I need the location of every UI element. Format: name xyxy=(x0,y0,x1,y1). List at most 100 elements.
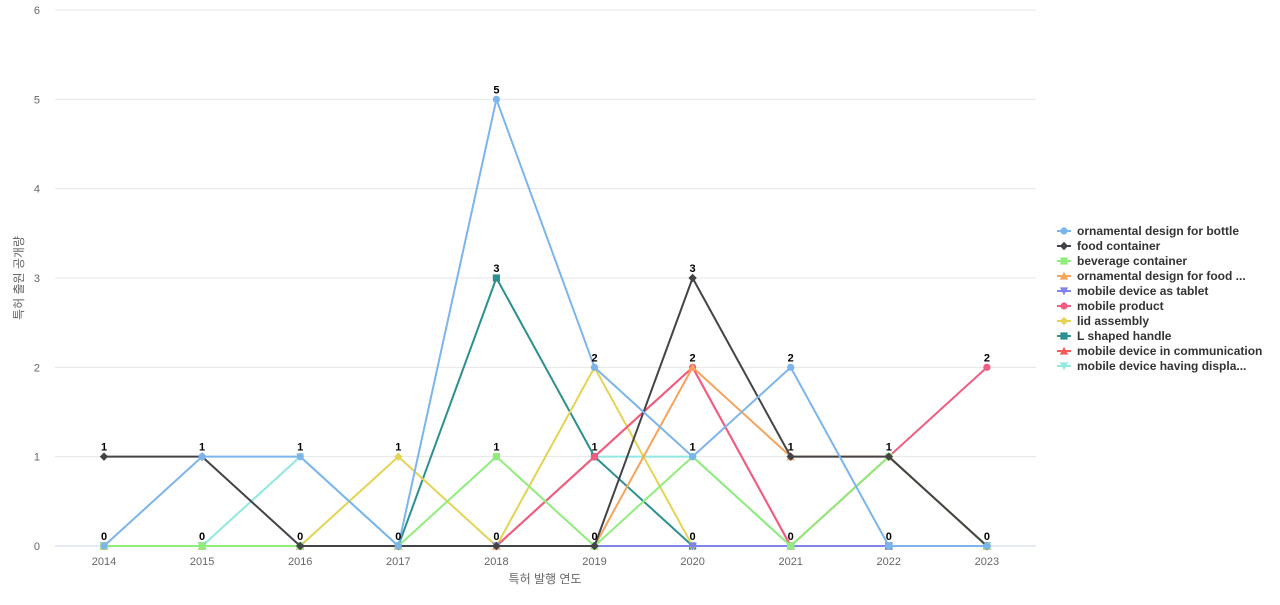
data-point-marker[interactable] xyxy=(394,542,402,550)
y-tick-label: 4 xyxy=(34,184,40,196)
x-tick-label: 2017 xyxy=(386,556,410,568)
series-1 xyxy=(100,95,991,550)
data-point-marker[interactable] xyxy=(983,363,991,371)
data-label: 0 xyxy=(395,531,401,543)
data-label: 2 xyxy=(984,352,990,364)
data-point-marker[interactable] xyxy=(983,542,991,550)
data-point-marker[interactable] xyxy=(590,541,599,551)
x-tick-label: 2022 xyxy=(877,556,901,568)
data-label: 1 xyxy=(199,442,205,454)
legend-marker-icon xyxy=(1059,362,1069,371)
data-label: 1 xyxy=(297,442,303,454)
data-point-marker[interactable] xyxy=(787,363,795,371)
data-label: 1 xyxy=(493,442,499,454)
y-tick-label: 1 xyxy=(34,452,40,464)
x-axis-title: 특허 발행 연도 xyxy=(509,571,582,586)
series-lines xyxy=(99,95,992,551)
data-label: 2 xyxy=(690,352,696,364)
data-label: 3 xyxy=(690,263,696,275)
data-point-marker[interactable] xyxy=(688,542,697,551)
data-label: 5 xyxy=(493,84,499,96)
data-label: 0 xyxy=(297,531,303,543)
series-line[interactable] xyxy=(104,277,988,547)
data-point-marker[interactable] xyxy=(296,541,305,551)
legend-label: mobile device having displa... xyxy=(1077,359,1246,373)
legend-label: mobile product xyxy=(1077,299,1164,313)
data-label: 1 xyxy=(690,442,696,454)
legend-item[interactable]: mobile device as tablet xyxy=(1057,284,1208,298)
y-tick-label: 5 xyxy=(34,94,40,106)
data-point-marker[interactable] xyxy=(590,363,599,371)
legend-marker-icon xyxy=(1059,316,1069,326)
data-point-marker[interactable] xyxy=(198,542,206,550)
legend-label: lid assembly xyxy=(1077,314,1149,328)
data-point-marker[interactable] xyxy=(885,542,893,550)
data-label: 1 xyxy=(788,442,794,454)
data-point-marker[interactable] xyxy=(689,453,697,461)
series-2 xyxy=(99,273,992,551)
data-point-marker[interactable] xyxy=(492,274,500,282)
legend-marker-icon xyxy=(1060,257,1068,265)
data-label: 0 xyxy=(199,531,205,543)
x-tick-label: 2021 xyxy=(778,556,802,568)
data-label: 0 xyxy=(101,531,107,543)
data-point-marker[interactable] xyxy=(99,452,109,461)
x-tick-label: 2015 xyxy=(190,556,214,568)
legend-item[interactable]: mobile device in communication xyxy=(1057,344,1262,358)
legend-item[interactable]: ornamental design for bottle xyxy=(1057,224,1239,238)
y-tick-label: 6 xyxy=(34,5,40,17)
data-point-marker[interactable] xyxy=(198,453,206,461)
data-point-marker[interactable] xyxy=(688,273,697,283)
data-point-marker[interactable] xyxy=(786,452,795,461)
legend-item[interactable]: mobile device having displa... xyxy=(1057,359,1246,373)
x-tick-label: 2023 xyxy=(975,556,999,568)
data-label: 0 xyxy=(984,531,990,543)
y-tick-label: 3 xyxy=(34,273,40,285)
series-8 xyxy=(100,274,991,550)
legend-item[interactable]: mobile product xyxy=(1057,299,1164,313)
legend-marker-icon xyxy=(1060,332,1068,340)
legend-item[interactable]: food container xyxy=(1057,239,1161,253)
data-label: 2 xyxy=(788,352,794,364)
legend-label: ornamental design for bottle xyxy=(1077,224,1239,238)
data-label: 2 xyxy=(591,352,597,364)
data-point-marker[interactable] xyxy=(100,542,108,550)
data-point-marker[interactable] xyxy=(884,452,893,461)
series-line[interactable] xyxy=(104,455,988,547)
legend-label: mobile device as tablet xyxy=(1077,284,1208,298)
data-point-marker[interactable] xyxy=(590,453,599,461)
data-point-marker[interactable] xyxy=(492,453,500,461)
legend-item[interactable]: L shaped handle xyxy=(1057,329,1172,343)
data-point-marker[interactable] xyxy=(492,95,500,103)
data-point-marker[interactable] xyxy=(787,542,795,550)
data-label: 0 xyxy=(493,531,499,543)
legend-label: L shaped handle xyxy=(1077,329,1172,343)
series-line[interactable] xyxy=(104,277,987,547)
data-label: 1 xyxy=(101,442,107,454)
data-point-marker[interactable] xyxy=(492,541,501,551)
legend-item[interactable]: ornamental design for food ... xyxy=(1057,269,1246,283)
x-axis-ticks: 2014 2015 2016 2017 2018 2019 2020 2021 2022 2023 xyxy=(92,556,999,568)
data-point-marker[interactable] xyxy=(296,453,304,461)
legend-marker-icon xyxy=(1060,302,1068,310)
legend-label: mobile device in communication xyxy=(1077,344,1262,358)
data-label: 1 xyxy=(395,442,401,454)
data-label: 1 xyxy=(591,442,597,454)
y-axis-title: 특허 출원 공개량 xyxy=(12,236,26,320)
legend-label: beverage container xyxy=(1077,254,1187,268)
legend-item[interactable]: beverage container xyxy=(1057,254,1187,268)
legend-marker-icon xyxy=(1059,241,1069,251)
legend-marker-icon xyxy=(1059,271,1069,280)
data-point-marker[interactable] xyxy=(688,363,697,371)
data-label: 0 xyxy=(886,531,892,543)
legend-marker-icon xyxy=(1060,227,1068,235)
grid xyxy=(55,9,1036,547)
legend-marker-icon xyxy=(1059,346,1069,355)
x-tick-label: 2019 xyxy=(582,556,606,568)
series-line[interactable] xyxy=(103,98,987,547)
data-point-marker[interactable] xyxy=(394,452,403,461)
legend-item[interactable]: lid assembly xyxy=(1057,314,1149,328)
data-label: 0 xyxy=(788,531,794,543)
legend-marker-icon xyxy=(1059,287,1069,296)
series-3 xyxy=(100,453,991,550)
